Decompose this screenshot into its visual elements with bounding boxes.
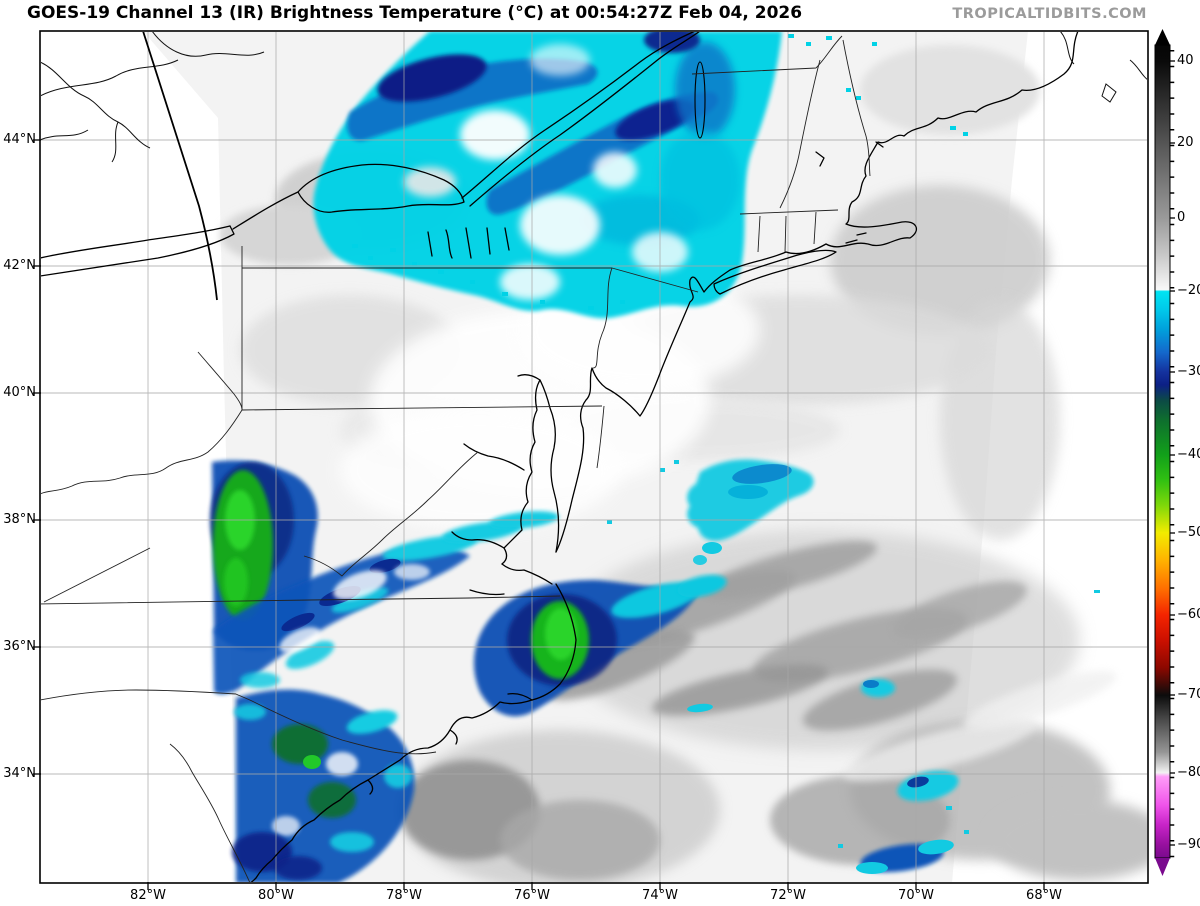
gray-cloud-layer bbox=[220, 45, 1147, 882]
colorbar-bottom-arrow bbox=[1155, 858, 1170, 876]
lat-axis-label: 42°N bbox=[3, 258, 36, 273]
lon-axis-label: 78°W bbox=[386, 888, 422, 903]
colorbar-tick-label: −70 bbox=[1177, 687, 1200, 702]
lon-axis-label: 70°W bbox=[898, 888, 934, 903]
page-title: GOES-19 Channel 13 (IR) Brightness Tempe… bbox=[27, 3, 803, 23]
colorbar-major-ticks bbox=[1170, 60, 1175, 846]
lon-axis-label: 74°W bbox=[642, 888, 678, 903]
map-frame bbox=[39, 30, 1149, 884]
axis-ticks bbox=[33, 139, 1045, 890]
colorbar-top-arrow bbox=[1155, 29, 1170, 45]
lon-axis-label: 72°W bbox=[770, 888, 806, 903]
colorbar-tick-label: 0 bbox=[1177, 210, 1186, 225]
colorbar bbox=[1154, 29, 1175, 876]
southern-cold-cloud-mass bbox=[210, 460, 727, 882]
lat-axis-label: 44°N bbox=[3, 132, 36, 147]
lat-axis-label: 38°N bbox=[3, 512, 36, 527]
lon-axis-label: 76°W bbox=[514, 888, 550, 903]
canada-map-lines bbox=[41, 32, 1147, 163]
lon-axis-label: 68°W bbox=[1026, 888, 1062, 903]
colorbar-tick-label: −90 bbox=[1177, 837, 1200, 852]
lat-axis-label: 34°N bbox=[3, 766, 36, 781]
tropicaltidbits-watermark: TROPICALTIDBITS.COM bbox=[952, 6, 1147, 22]
graticule-gridlines bbox=[41, 32, 1147, 882]
offshore-cyan-patches bbox=[607, 459, 1100, 874]
colorbar-tick-label: −30 bbox=[1177, 364, 1200, 379]
lat-axis-label: 36°N bbox=[3, 639, 36, 654]
colorbar-tick-label: −40 bbox=[1177, 447, 1200, 462]
colorbar-gradient bbox=[1154, 44, 1171, 859]
lon-axis-label: 82°W bbox=[130, 888, 166, 903]
colorbar-tick-label: −80 bbox=[1177, 765, 1200, 780]
lon-axis-label: 80°W bbox=[258, 888, 294, 903]
colorbar-tick-label: −50 bbox=[1177, 525, 1200, 540]
state-borders bbox=[41, 35, 871, 882]
lat-axis-label: 40°N bbox=[3, 385, 36, 400]
colorbar-tick-label: −20 bbox=[1177, 283, 1200, 298]
colorbar-tick-label: −60 bbox=[1177, 607, 1200, 622]
colorbar-tick-label: 40 bbox=[1177, 53, 1194, 68]
swath-edge-line bbox=[142, 32, 218, 301]
colorbar-tick-label: 20 bbox=[1177, 135, 1194, 150]
